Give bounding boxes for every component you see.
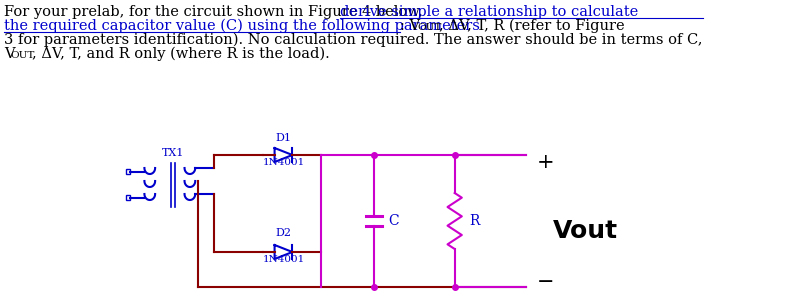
- Text: , ΔV, T, R (refer to Figure: , ΔV, T, R (refer to Figure: [439, 19, 624, 33]
- Text: TX1: TX1: [161, 148, 184, 158]
- Text: C: C: [389, 214, 399, 228]
- Text: 3 for parameters identification). No calculation required. The answer should be : 3 for parameters identification). No cal…: [5, 33, 703, 47]
- Text: For your prelab, for the circuit shown in Figure 4 below,: For your prelab, for the circuit shown i…: [5, 5, 428, 19]
- Text: +: +: [537, 153, 554, 173]
- Text: : V: : V: [401, 19, 421, 33]
- Text: derive simple a relationship to calculate: derive simple a relationship to calculat…: [339, 5, 638, 19]
- Text: 1N4001: 1N4001: [262, 158, 304, 167]
- Text: R: R: [469, 214, 479, 228]
- Text: D1: D1: [276, 133, 292, 143]
- Text: OUT: OUT: [10, 51, 35, 60]
- Text: , ΔV, T, and R only (where R is the load).: , ΔV, T, and R only (where R is the load…: [32, 47, 330, 61]
- Text: −: −: [537, 272, 554, 292]
- Text: D2: D2: [276, 228, 292, 238]
- Text: 1N4001: 1N4001: [262, 255, 304, 264]
- Text: OUT: OUT: [417, 23, 441, 32]
- Text: V: V: [5, 47, 15, 61]
- Text: Vout: Vout: [553, 219, 618, 243]
- Text: the required capacitor value (C) using the following parameters: the required capacitor value (C) using t…: [5, 19, 480, 33]
- Bar: [126, 169, 130, 174]
- Bar: [126, 195, 130, 200]
